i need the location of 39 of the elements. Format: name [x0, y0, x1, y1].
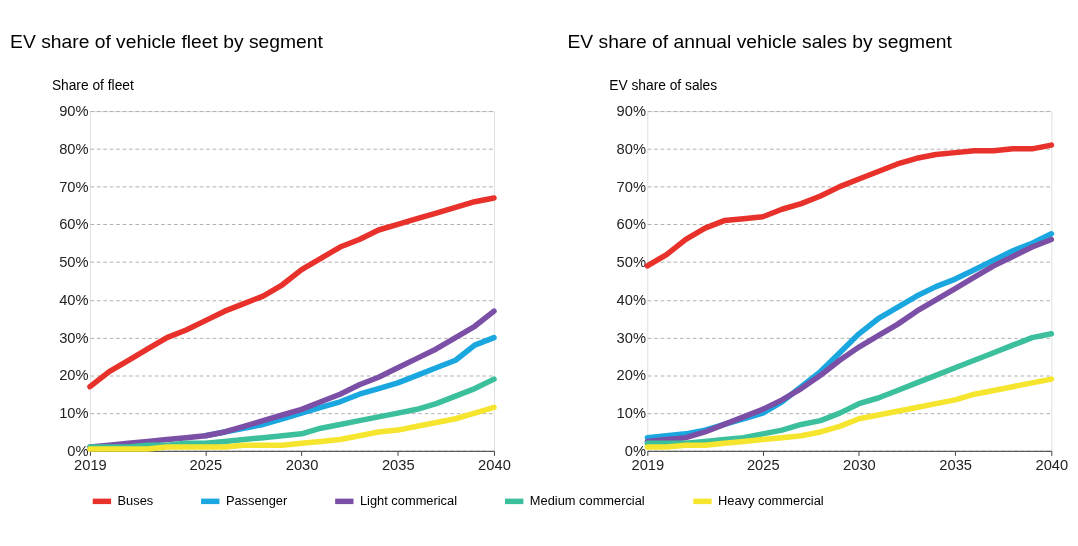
y-tick-label: 80%	[59, 140, 89, 157]
y-tick-label: 10%	[59, 405, 89, 422]
legend-label: Heavy commercial	[718, 493, 824, 509]
x-tick-label: 2030	[843, 456, 876, 473]
y-tick-label: 90%	[59, 103, 89, 120]
y-tick-label: 0%	[624, 442, 646, 459]
y-tick-label: 30%	[616, 329, 646, 346]
y-tick-label: 90%	[616, 103, 646, 120]
legend-label: Light commerical	[359, 493, 458, 509]
y-tick-label: 20%	[59, 367, 89, 384]
legend-label: Passenger	[225, 493, 289, 509]
y-tick-label: 70%	[59, 178, 89, 195]
y-tick-label: 50%	[59, 254, 89, 271]
x-tick-label: 2025	[189, 456, 223, 473]
x-tick-label: 2025	[746, 456, 780, 473]
y-tick-label: 30%	[59, 329, 89, 346]
y-tick-label: 60%	[616, 216, 646, 233]
y-tick-label: 0%	[67, 442, 89, 459]
y-tick-label: 40%	[616, 291, 646, 308]
x-tick-label: 2019	[631, 456, 665, 473]
x-tick-label: 2035	[381, 456, 415, 473]
legend-label: Medium commercial	[529, 493, 645, 509]
y-tick-label: 60%	[59, 216, 89, 233]
chart-title: EV share of vehicle fleet by segment	[10, 30, 324, 52]
y-tick-label: 40%	[59, 291, 89, 308]
y-axis-title: Share of fleet	[51, 78, 134, 94]
y-tick-label: 70%	[616, 178, 646, 195]
x-tick-label: 2040	[1035, 456, 1069, 473]
x-tick-label: 2040	[478, 456, 511, 473]
chart-title: EV share of annual vehicle sales by segment	[567, 30, 953, 52]
x-tick-label: 2030	[285, 456, 319, 473]
y-axis-title: EV share of sales	[609, 78, 718, 94]
y-tick-label: 20%	[616, 367, 646, 384]
x-tick-label: 2019	[74, 456, 107, 473]
legend-label: Buses	[117, 493, 154, 509]
x-tick-label: 2035	[939, 456, 972, 473]
y-tick-label: 10%	[616, 405, 646, 422]
y-tick-label: 50%	[616, 254, 646, 271]
y-tick-label: 80%	[616, 140, 646, 157]
